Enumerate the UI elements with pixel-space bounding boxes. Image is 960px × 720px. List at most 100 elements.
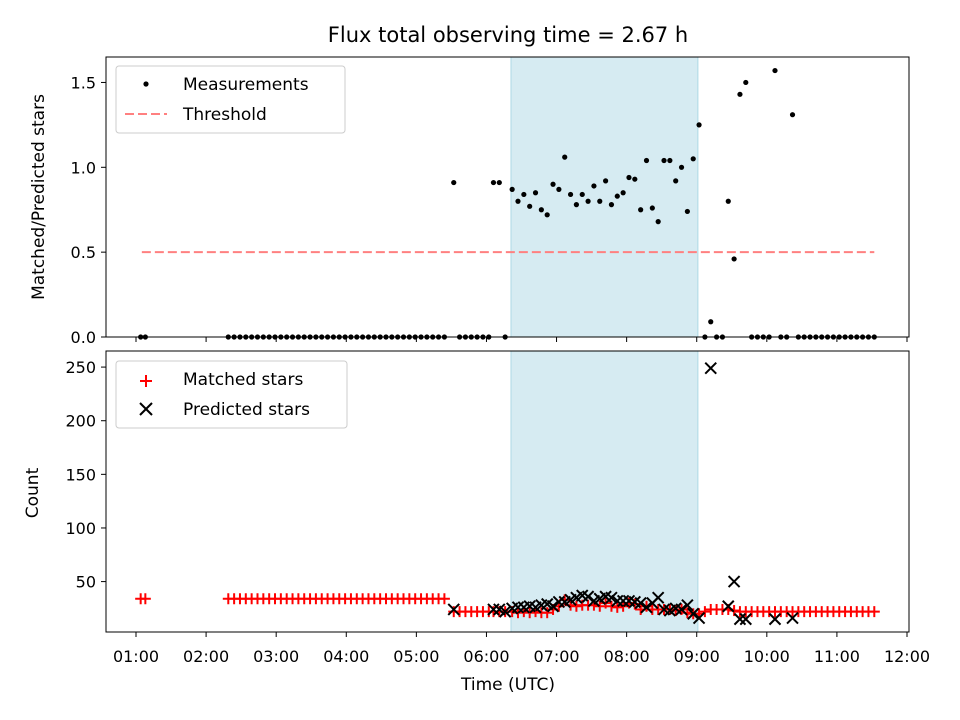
- legend-measurements-marker: [143, 81, 149, 87]
- y-tick-label: 200: [65, 412, 96, 431]
- measurement-point: [673, 178, 679, 184]
- top-y-ticks: 0.0 0.5 1.0 1.5: [71, 73, 106, 347]
- legend-matched-marker: [140, 375, 152, 387]
- top-y-axis-label: Matched/Predicted stars: [29, 94, 49, 300]
- legend-measurements-label: Measurements: [183, 75, 309, 95]
- x-tick-label: 04:00: [323, 647, 369, 666]
- matched-star-point: [594, 600, 606, 612]
- x-tick-label: 07:00: [533, 647, 579, 666]
- chart-title: Flux total observing time = 2.67 h: [328, 23, 688, 47]
- bottom-shaded-span: [510, 350, 699, 633]
- measurement-point: [789, 112, 796, 118]
- top-legend-box: [115, 65, 346, 134]
- matched-star-point: [139, 593, 151, 605]
- measurement-point: [708, 319, 714, 325]
- predicted-star-point: [675, 603, 688, 616]
- measurement-point: [532, 190, 539, 196]
- predicted-star-point: [704, 361, 717, 375]
- predicted-star-point: [768, 612, 782, 626]
- measurement-point: [603, 178, 609, 184]
- top-axes-frame: [105, 56, 910, 338]
- measurement-point: [556, 186, 562, 192]
- measurement-point: [626, 174, 632, 181]
- matched-star-point: [868, 606, 880, 618]
- measurement-point: [678, 164, 685, 170]
- matched-star-point: [512, 607, 524, 619]
- measurement-point: [567, 191, 574, 198]
- matched-star-point: [600, 597, 612, 609]
- measurement-point: [538, 207, 544, 213]
- bottom-y-ticks: 50 100 150 200 250: [65, 358, 106, 592]
- predicted-star-point: [651, 591, 665, 604]
- bottom-legend: Matched stars Predicted stars: [115, 360, 348, 429]
- x-tick-label: 05:00: [393, 647, 439, 666]
- measurement-point: [585, 198, 591, 204]
- measurement-point: [597, 198, 603, 204]
- measurement-point: [696, 122, 702, 128]
- measurement-point: [562, 154, 568, 160]
- predicted-star-point: [733, 612, 747, 626]
- measurement-point: [496, 179, 502, 186]
- measurement-point: [690, 156, 696, 162]
- measurement-point: [725, 198, 731, 204]
- legend-predicted-label: Predicted stars: [183, 400, 310, 420]
- measurement-point: [731, 256, 737, 262]
- predicted-star-point: [611, 594, 624, 608]
- x-tick-label: 01:00: [113, 647, 159, 666]
- measurement-point: [684, 208, 690, 215]
- measurement-point: [620, 190, 626, 196]
- predicted-star-point: [546, 600, 560, 613]
- predicted-star-point: [681, 598, 694, 612]
- measurement-point: [667, 157, 673, 164]
- predicted-star-point: [511, 601, 525, 614]
- x-tick-label: 12:00: [884, 647, 930, 666]
- predicted-star-point: [616, 594, 630, 608]
- measurement-point: [772, 67, 778, 74]
- matched-star-point: [699, 606, 711, 618]
- top-legend: Measurements Threshold: [115, 65, 346, 134]
- measurement-point: [649, 205, 655, 211]
- bottom-panel: 50 100 150 200 250 01:00 02:00 03:00 04:00 05:00…: [23, 350, 930, 695]
- predicted-star-point: [487, 603, 500, 616]
- y-tick-label: 250: [65, 358, 96, 377]
- predicted-star-point: [739, 612, 752, 626]
- x-tick-label: 03:00: [253, 647, 299, 666]
- predicted-star-point: [552, 595, 566, 609]
- measurement-point: [614, 193, 620, 199]
- x-tick-label: 08:00: [604, 647, 650, 666]
- predicted-star-point: [498, 605, 512, 618]
- predicted-star-point: [605, 591, 618, 604]
- predicted-star-point: [687, 607, 700, 620]
- measurement-point: [521, 191, 527, 198]
- predicted-star-point: [786, 611, 799, 625]
- predicted-star-point: [634, 596, 647, 610]
- measurement-point: [550, 181, 556, 187]
- bottom-y-axis-label: Count: [23, 467, 43, 518]
- measurement-point: [632, 176, 638, 182]
- measurement-point: [490, 179, 497, 186]
- predicted-star-point: [447, 603, 460, 616]
- matched-star-point: [570, 600, 582, 612]
- x-tick-label: 06:00: [463, 647, 509, 666]
- measurement-point: [655, 219, 661, 225]
- predicted-star-point: [581, 590, 595, 603]
- bottom-axes-frame: [105, 350, 910, 633]
- top-x-ticks: [135, 337, 908, 342]
- matched-star-point: [524, 607, 536, 619]
- predicted-star-point: [722, 600, 735, 613]
- measurement-point: [591, 183, 597, 189]
- y-tick-label: 150: [65, 465, 96, 484]
- top-panel: 0.0 0.5 1.0 1.5 Matched/Predicted stars Mea…: [29, 56, 910, 347]
- y-tick-label: 50: [76, 573, 96, 592]
- legend-predicted-marker: [139, 402, 153, 416]
- x-axis-label: Time (UTC): [460, 675, 555, 695]
- predicted-star-point: [727, 575, 741, 588]
- measurement-point: [527, 203, 533, 209]
- y-tick-label: 1.5: [71, 73, 96, 92]
- matched-star-point: [541, 607, 553, 619]
- measurement-point: [638, 207, 644, 213]
- matched-star-point: [617, 600, 629, 612]
- x-tick-label: 11:00: [814, 647, 860, 666]
- matched-star-point: [611, 601, 623, 613]
